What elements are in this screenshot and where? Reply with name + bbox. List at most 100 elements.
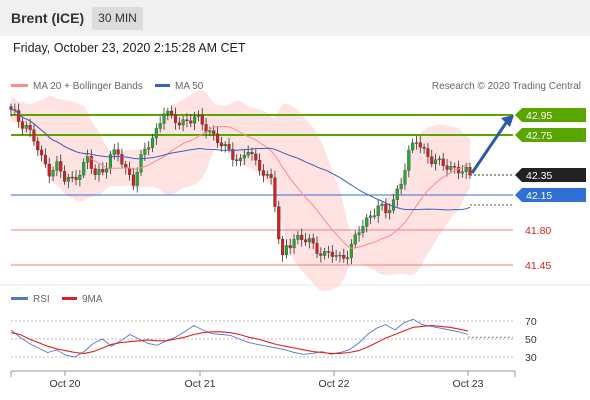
- candle-body: [349, 243, 353, 258]
- rsi-series-rsi: [10, 318, 469, 358]
- candle-body: [296, 235, 300, 240]
- candle-body: [9, 106, 13, 110]
- candle-body: [219, 142, 223, 147]
- candle-body: [227, 144, 231, 150]
- candle-body: [288, 245, 292, 249]
- candle-body: [143, 149, 147, 155]
- candle-body: [131, 174, 135, 186]
- candle-body: [372, 215, 376, 217]
- x-tick-label: Oct 20: [50, 378, 81, 390]
- candle-body: [177, 122, 181, 126]
- candle-body: [273, 177, 277, 207]
- candle-body: [361, 226, 365, 233]
- candle-body: [93, 168, 97, 175]
- rsi-tick-70: 70: [525, 316, 537, 328]
- level-label-41.45: 41.45: [525, 260, 551, 272]
- level-label-42.35: 42.35: [526, 170, 552, 182]
- candle-body: [32, 129, 36, 142]
- candle-body: [334, 255, 338, 257]
- ma50-line: [10, 109, 471, 211]
- candle-body: [411, 142, 415, 151]
- candle-body: [196, 114, 200, 117]
- candle-body: [307, 238, 311, 243]
- candle-body: [422, 147, 426, 149]
- candle-body: [380, 203, 384, 206]
- ma50-legend-label: MA 50: [175, 81, 204, 92]
- candle-body: [330, 251, 334, 257]
- candle-body: [391, 199, 396, 211]
- timeframe-button[interactable]: 30 MIN: [92, 7, 143, 30]
- candle-body: [28, 125, 32, 130]
- candle-body: [342, 254, 346, 259]
- candle-body: [269, 174, 273, 178]
- candle-body: [139, 154, 143, 173]
- candle-body: [215, 133, 220, 143]
- candle-body: [135, 171, 139, 186]
- candle-body: [315, 243, 319, 254]
- candle-body: [166, 110, 170, 115]
- candle-body: [120, 154, 124, 165]
- ma9-legend-label: 9MA: [82, 294, 103, 305]
- x-tick-label: Oct 23: [453, 378, 484, 390]
- candle-body: [246, 151, 250, 156]
- candle-body: [242, 155, 246, 159]
- ma50-legend-swatch: [155, 84, 170, 87]
- instrument-title: Brent (ICE): [11, 10, 85, 26]
- timestamp: Friday, October 23, 2020 2:15:28 AM CET: [13, 41, 246, 55]
- rsi-series-9ma: [10, 324, 469, 354]
- candle-body: [456, 167, 461, 174]
- candle-body: [441, 158, 445, 166]
- candle-body: [464, 167, 468, 172]
- candle-body: [40, 149, 44, 156]
- level-label-41.80: 41.80: [525, 225, 551, 237]
- candle-body: [181, 119, 185, 126]
- candle-body: [388, 210, 392, 214]
- candle-body: [36, 141, 40, 151]
- candle-body: [284, 245, 288, 256]
- candle-body: [292, 239, 296, 249]
- level-label-42.75: 42.75: [526, 130, 552, 142]
- candle-body: [300, 235, 304, 240]
- candle-body: [147, 147, 151, 150]
- candle-body: [55, 161, 59, 171]
- candle-body: [407, 149, 411, 171]
- candle-body: [357, 232, 361, 235]
- candle-body: [59, 161, 63, 172]
- candle-body: [43, 154, 47, 165]
- level-tag-42.35: [515, 168, 586, 182]
- candle-body: [460, 171, 464, 174]
- candle-body: [281, 238, 285, 256]
- candle-body: [185, 119, 189, 121]
- candle-body: [453, 166, 457, 168]
- x-tick-label: Oct 22: [319, 378, 350, 390]
- candle-body: [353, 234, 357, 245]
- candle-body: [17, 110, 21, 122]
- candle-body: [338, 254, 342, 257]
- candle-body: [395, 188, 399, 200]
- ma20-legend-swatch: [11, 84, 28, 87]
- candle-body: [97, 169, 101, 175]
- candle-body: [238, 157, 243, 161]
- candle-body: [258, 159, 262, 171]
- candle-body: [162, 113, 166, 124]
- candle-body: [112, 149, 116, 155]
- candle-body: [235, 159, 239, 161]
- candle-body: [82, 162, 86, 176]
- candle-body: [74, 176, 78, 180]
- candle-body: [418, 142, 422, 148]
- candle-body: [384, 203, 388, 214]
- rsi-tick-50: 50: [525, 334, 537, 346]
- candle-body: [20, 121, 25, 129]
- candle-body: [70, 176, 74, 179]
- candle-body: [376, 205, 380, 216]
- candle-body: [173, 114, 178, 123]
- rsi-legend-swatch: [11, 297, 28, 300]
- candle-body: [154, 128, 158, 139]
- candle-body: [89, 156, 93, 169]
- level-label-42.15: 42.15: [526, 190, 552, 202]
- level-tag-42.95: [515, 108, 586, 122]
- candle-body: [265, 174, 269, 176]
- candle-body: [170, 110, 174, 115]
- candle-body: [277, 206, 281, 240]
